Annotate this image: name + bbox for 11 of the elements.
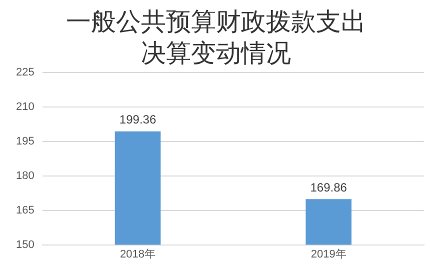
y-tick-label: 195	[16, 135, 34, 148]
y-tick-label: 180	[16, 170, 34, 182]
y-tick-label: 165	[16, 204, 34, 216]
x-tick-label: 2019年	[310, 248, 346, 260]
x-tick-label: 2018年	[120, 248, 156, 260]
y-tick-label: 150	[16, 238, 34, 251]
y-tick-label: 210	[16, 100, 34, 113]
data-label: 199.36	[119, 112, 156, 127]
y-tick-label: 225	[16, 66, 34, 79]
chart-title: 一般公共预算财政拨款支出决算变动情况	[66, 7, 366, 68]
data-label: 169.86	[310, 180, 348, 194]
